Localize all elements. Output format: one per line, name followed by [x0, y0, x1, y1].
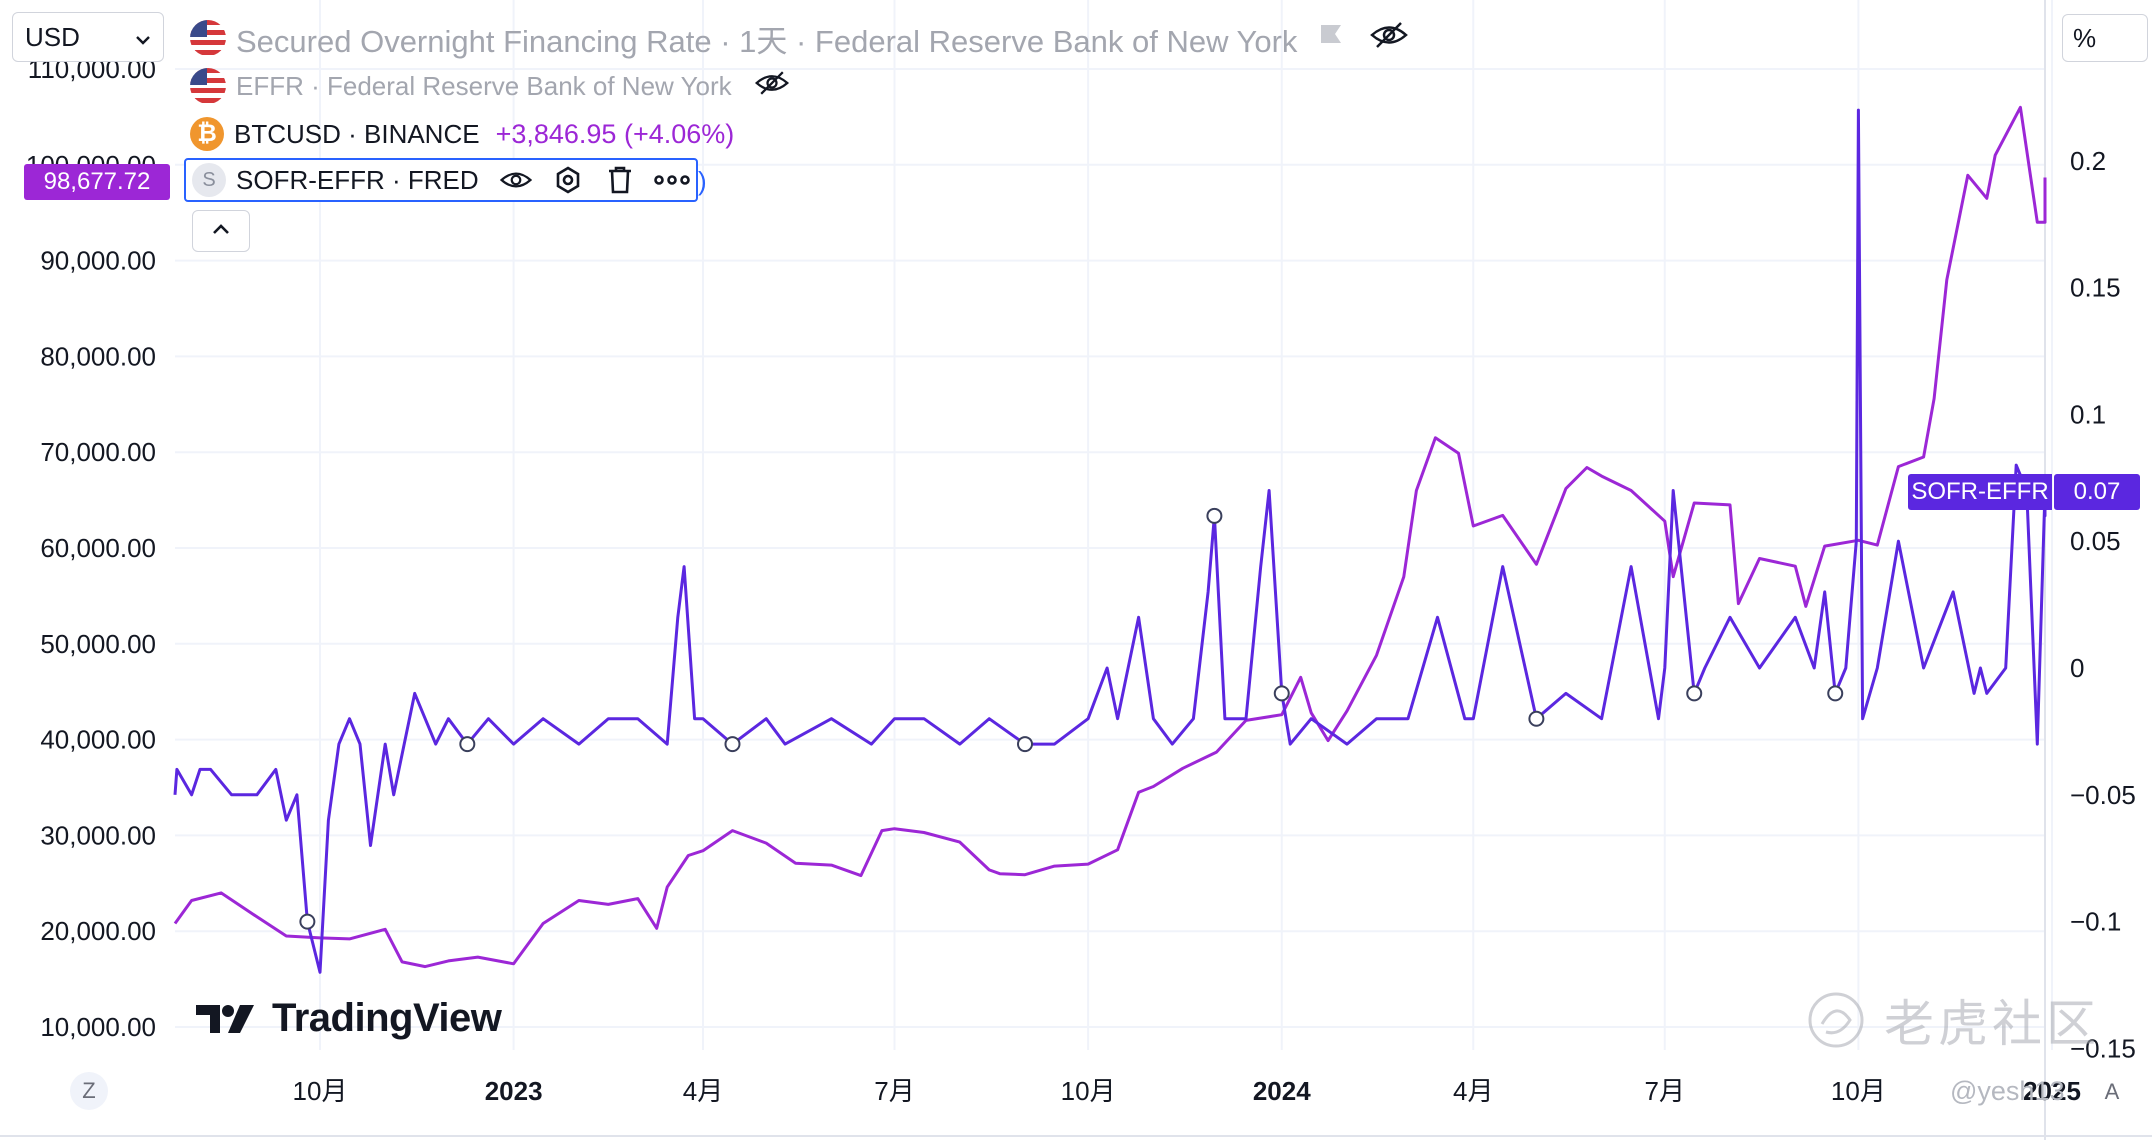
spread-last-value: 0.07	[2073, 478, 2121, 505]
btcusd-line	[173, 105, 2047, 969]
btc-last-price-tag: 98,677.72	[24, 164, 170, 200]
legend-spread-title: SOFR-EFFR · FRED	[236, 164, 479, 195]
chevron-down-icon	[135, 22, 151, 53]
time-axis-tick-label: 4月	[683, 1076, 723, 1106]
right-axis-tick-label: 0.05	[2070, 526, 2121, 556]
legend-sofr-title: Secured Overnight Financing Rate · 1天 · …	[236, 23, 1298, 59]
percent-label: %	[2073, 22, 2097, 53]
more-options-icon[interactable]	[651, 159, 693, 201]
event-marker	[459, 736, 476, 753]
community-watermark: 老虎社区	[1806, 984, 2100, 1056]
event-marker	[1686, 685, 1703, 702]
btc-last-price-value: 98,677.72	[43, 168, 151, 195]
legend-btcusd[interactable]: ₿ BTCUSD · BINANCE +3,846.95 (+4.06%)	[190, 112, 734, 156]
time-axis-tick-label: 4月	[1453, 1076, 1493, 1106]
trash-icon[interactable]	[599, 159, 641, 201]
percent-scale-button[interactable]: %	[2062, 14, 2148, 62]
time-axis-tick-label: 10月	[1831, 1076, 1886, 1106]
us-flag-icon	[190, 20, 226, 56]
time-axis-tick-label: 2025	[2023, 1076, 2081, 1106]
eye-hidden-icon[interactable]	[1369, 20, 1409, 57]
collapse-legend-button[interactable]	[192, 210, 250, 252]
event-marker	[1273, 685, 1290, 702]
legend-effr[interactable]: EFFR · Federal Reserve Bank of New York	[190, 64, 790, 108]
event-marker	[724, 736, 741, 753]
tradingview-logo-text: TradingView	[272, 996, 502, 1040]
left-axis-tick-label: 50,000.00	[40, 629, 156, 659]
price-axis-left[interactable]: 110,000.00100,000.0090,000.0080,000.0070…	[26, 54, 156, 1042]
bitcoin-icon: ₿	[190, 117, 224, 151]
right-axis-tick-label: −0.1	[2070, 907, 2121, 937]
left-axis-tick-label: 30,000.00	[40, 820, 156, 850]
left-axis-tick-label: 20,000.00	[40, 916, 156, 946]
left-axis-tick-label: 10,000.00	[40, 1012, 156, 1042]
time-axis-tick-label: 2023	[485, 1076, 543, 1106]
right-axis-tick-label: 0.1	[2070, 399, 2106, 429]
time-axis-tick-label: 7月	[1645, 1076, 1685, 1106]
right-axis-tick-label: 0.15	[2070, 273, 2121, 303]
legend-btc-change: +3,846.95 (+4.06%)	[495, 118, 735, 149]
currency-select[interactable]: USD	[12, 12, 164, 62]
percent-axis-right[interactable]: 0.2 0.15 0.1 0.05 0 −0.05 −0.1 −0.15	[2070, 146, 2136, 1064]
currency-value: USD	[25, 21, 80, 52]
spread-name-value: SOFR-EFFR	[1911, 478, 2049, 505]
left-axis-tick-label: 60,000.00	[40, 533, 156, 563]
left-axis-tick-label: 90,000.00	[40, 246, 156, 276]
series-badge: S	[192, 163, 226, 197]
tradingview-logo-icon	[196, 1004, 254, 1033]
right-axis-tick-label: −0.15	[2070, 1033, 2136, 1063]
eye-icon[interactable]	[495, 159, 537, 201]
event-markers	[299, 507, 1844, 930]
community-watermark-text: 老虎社区	[1884, 996, 2100, 1052]
event-marker	[1206, 507, 1223, 524]
spread-name-tag: SOFR-EFFR	[1908, 474, 2052, 510]
right-axis-tick-label: 0	[2070, 653, 2084, 683]
zoom-reset-button[interactable]: Z	[70, 1072, 108, 1110]
spread-last-value-tag: 0.07	[2054, 474, 2140, 510]
event-marker	[1528, 710, 1545, 727]
left-axis-tick-label: 40,000.00	[40, 725, 156, 755]
time-axis-tick-label: 10月	[1061, 1076, 1116, 1106]
legend-btc-title: BTCUSD · BINANCE	[234, 118, 480, 149]
left-axis-tick-label: 70,000.00	[40, 437, 156, 467]
time-axis-tick-label: 2024	[1253, 1076, 1311, 1106]
z-label: Z	[82, 1078, 96, 1103]
time-axis-tick-label: 7月	[874, 1076, 914, 1106]
user-watermark: @yesh13	[1950, 1076, 2065, 1106]
series-layer	[173, 105, 2047, 974]
legend-effr-title: EFFR · Federal Reserve Bank of New York	[236, 70, 732, 101]
sofr-effr-line	[173, 108, 2047, 974]
flag-marker-icon[interactable]	[1317, 21, 1345, 56]
eye-hidden-icon[interactable]	[754, 69, 790, 104]
auto-scale-button[interactable]: A	[2094, 1074, 2130, 1110]
tradingview-logo: TradingView	[196, 996, 502, 1041]
legend-tail: )	[698, 166, 707, 196]
right-axis-tick-label: −0.05	[2070, 780, 2136, 810]
time-axis-tick-label: 10月	[293, 1076, 348, 1106]
chevron-up-icon	[212, 222, 230, 240]
legend-sofr[interactable]: Secured Overnight Financing Rate · 1天 · …	[190, 16, 1409, 60]
right-axis-tick-label: 0.2	[2070, 146, 2106, 176]
left-axis-tick-label: 80,000.00	[40, 341, 156, 371]
settings-icon[interactable]	[547, 159, 589, 201]
event-marker	[299, 913, 316, 930]
a-label: A	[2104, 1079, 2120, 1104]
tiger-logo-icon	[1808, 992, 1864, 1048]
event-marker	[1827, 685, 1844, 702]
legend-sofr-effr[interactable]: S SOFR-EFFR · FRED	[184, 158, 698, 202]
event-marker	[1017, 736, 1034, 753]
time-axis[interactable]: 10月 2023 4月 7月 10月 2024 4月 7月 10月 2025	[293, 1076, 2081, 1106]
us-flag-icon	[190, 68, 226, 104]
